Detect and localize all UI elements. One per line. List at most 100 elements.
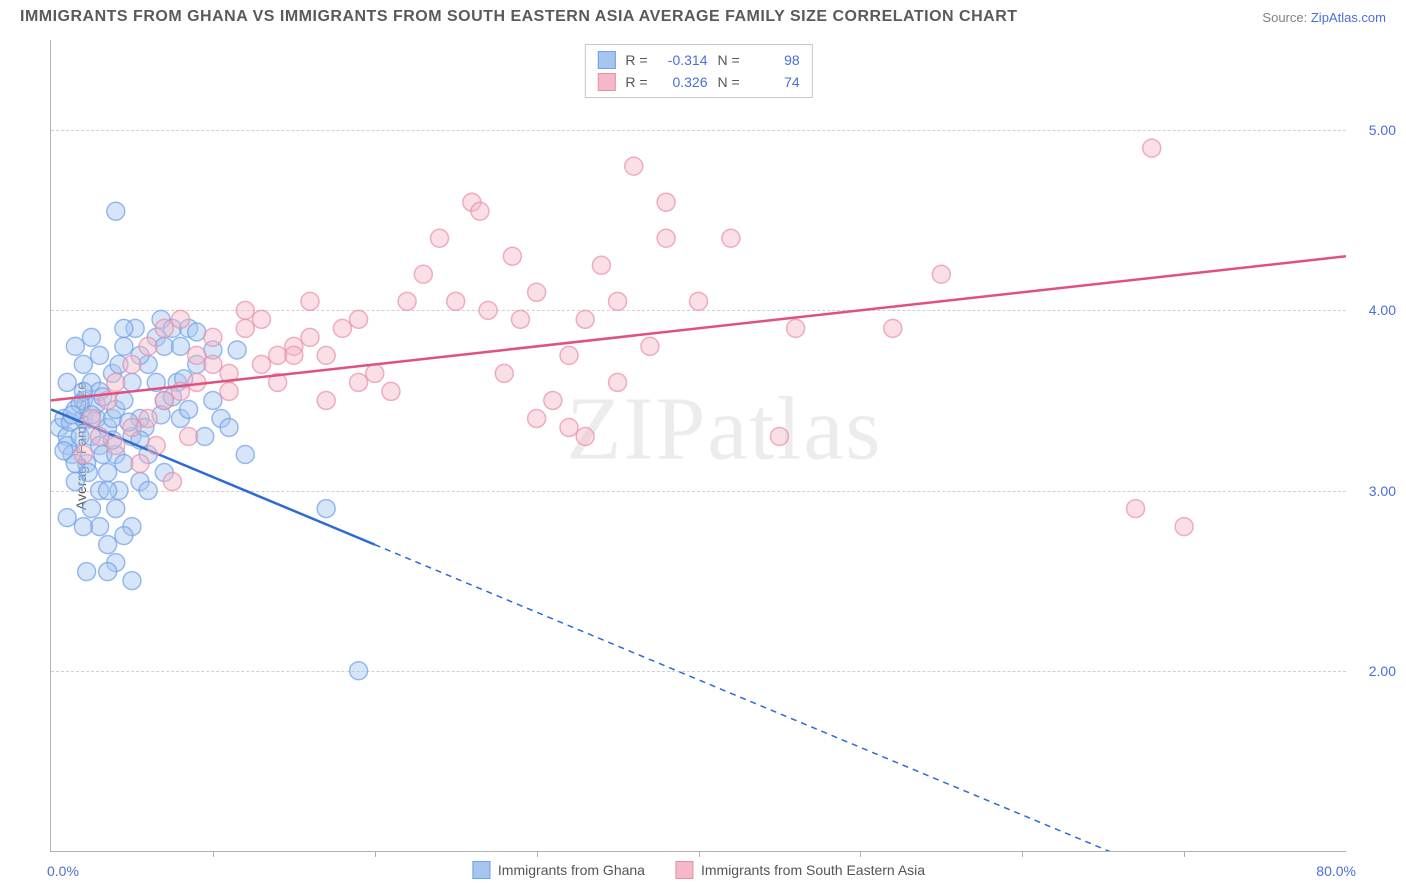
data-point (188, 323, 206, 341)
data-point (471, 202, 489, 220)
data-point (123, 355, 141, 373)
data-point (511, 310, 529, 328)
data-point (147, 437, 165, 455)
data-point (115, 337, 133, 355)
data-point (350, 373, 368, 391)
data-point (91, 427, 109, 445)
legend-item-ghana: Immigrants from Ghana (472, 861, 645, 879)
data-point (625, 157, 643, 175)
data-point (414, 265, 432, 283)
n-value-seasia: 74 (750, 71, 800, 93)
source-link[interactable]: ZipAtlas.com (1311, 10, 1386, 25)
legend-label-seasia: Immigrants from South Eastern Asia (701, 862, 925, 878)
r-label: R = (625, 49, 647, 71)
data-point (657, 193, 675, 211)
data-point (236, 446, 254, 464)
trend-line-extrapolated (375, 545, 1282, 851)
data-point (382, 382, 400, 400)
data-point (544, 391, 562, 409)
legend-item-seasia: Immigrants from South Eastern Asia (675, 861, 925, 879)
data-point (107, 373, 125, 391)
data-point (252, 310, 270, 328)
data-point (770, 427, 788, 445)
swatch-seasia (597, 73, 615, 91)
r-value-ghana: -0.314 (658, 49, 708, 71)
data-point (690, 292, 708, 310)
data-point (139, 409, 157, 427)
data-point (932, 265, 950, 283)
data-point (99, 536, 117, 554)
legend-label-ghana: Immigrants from Ghana (498, 862, 645, 878)
data-point (317, 500, 335, 518)
y-tick-label: 4.00 (1369, 302, 1396, 318)
x-tick (537, 851, 538, 857)
data-point (82, 409, 100, 427)
data-point (58, 509, 76, 527)
swatch-ghana (597, 51, 615, 69)
data-point (180, 400, 198, 418)
data-point (204, 391, 222, 409)
data-point (172, 310, 190, 328)
series-legend: Immigrants from Ghana Immigrants from So… (472, 861, 925, 879)
data-point (366, 364, 384, 382)
data-point (495, 364, 513, 382)
data-point (115, 527, 133, 545)
data-point (115, 319, 133, 337)
data-point (155, 319, 173, 337)
data-point (74, 518, 92, 536)
data-point (66, 473, 84, 491)
data-point (317, 391, 335, 409)
data-point (204, 328, 222, 346)
data-point (74, 355, 92, 373)
n-label: N = (718, 49, 740, 71)
data-point (155, 337, 173, 355)
data-point (350, 662, 368, 680)
data-point (107, 202, 125, 220)
data-point (107, 500, 125, 518)
data-point (431, 229, 449, 247)
data-point (657, 229, 675, 247)
data-point (58, 373, 76, 391)
data-point (722, 229, 740, 247)
chart-plot-area: Average Family Size ZIPatlas R = -0.314 … (50, 40, 1346, 852)
data-point (236, 301, 254, 319)
chart-title: IMMIGRANTS FROM GHANA VS IMMIGRANTS FROM… (20, 8, 1018, 26)
data-point (528, 283, 546, 301)
data-point (236, 319, 254, 337)
data-point (398, 292, 416, 310)
data-point (333, 319, 351, 337)
data-point (787, 319, 805, 337)
data-point (172, 337, 190, 355)
legend-swatch-seasia (675, 861, 693, 879)
data-point (1143, 139, 1161, 157)
source-label: Source: (1262, 10, 1307, 25)
data-point (560, 418, 578, 436)
data-point (641, 337, 659, 355)
data-point (220, 382, 238, 400)
data-point (228, 341, 246, 359)
data-point (592, 256, 610, 274)
data-point (180, 427, 198, 445)
data-point (609, 373, 627, 391)
data-point (82, 328, 100, 346)
data-point (1127, 500, 1145, 518)
legend-row-seasia: R = 0.326 N = 74 (597, 71, 799, 93)
data-point (269, 346, 287, 364)
data-point (884, 319, 902, 337)
data-point (301, 292, 319, 310)
y-tick-label: 5.00 (1369, 122, 1396, 138)
data-point (196, 427, 214, 445)
n-label: N = (718, 71, 740, 93)
n-value-ghana: 98 (750, 49, 800, 71)
data-point (91, 346, 109, 364)
x-axis-max-label: 80.0% (1316, 863, 1356, 879)
data-point (317, 346, 335, 364)
scatter-svg (51, 40, 1346, 851)
data-point (576, 427, 594, 445)
source-attribution: Source: ZipAtlas.com (1262, 10, 1386, 25)
data-point (301, 328, 319, 346)
x-tick (1022, 851, 1023, 857)
r-value-seasia: 0.326 (658, 71, 708, 93)
data-point (447, 292, 465, 310)
x-axis-min-label: 0.0% (47, 863, 79, 879)
